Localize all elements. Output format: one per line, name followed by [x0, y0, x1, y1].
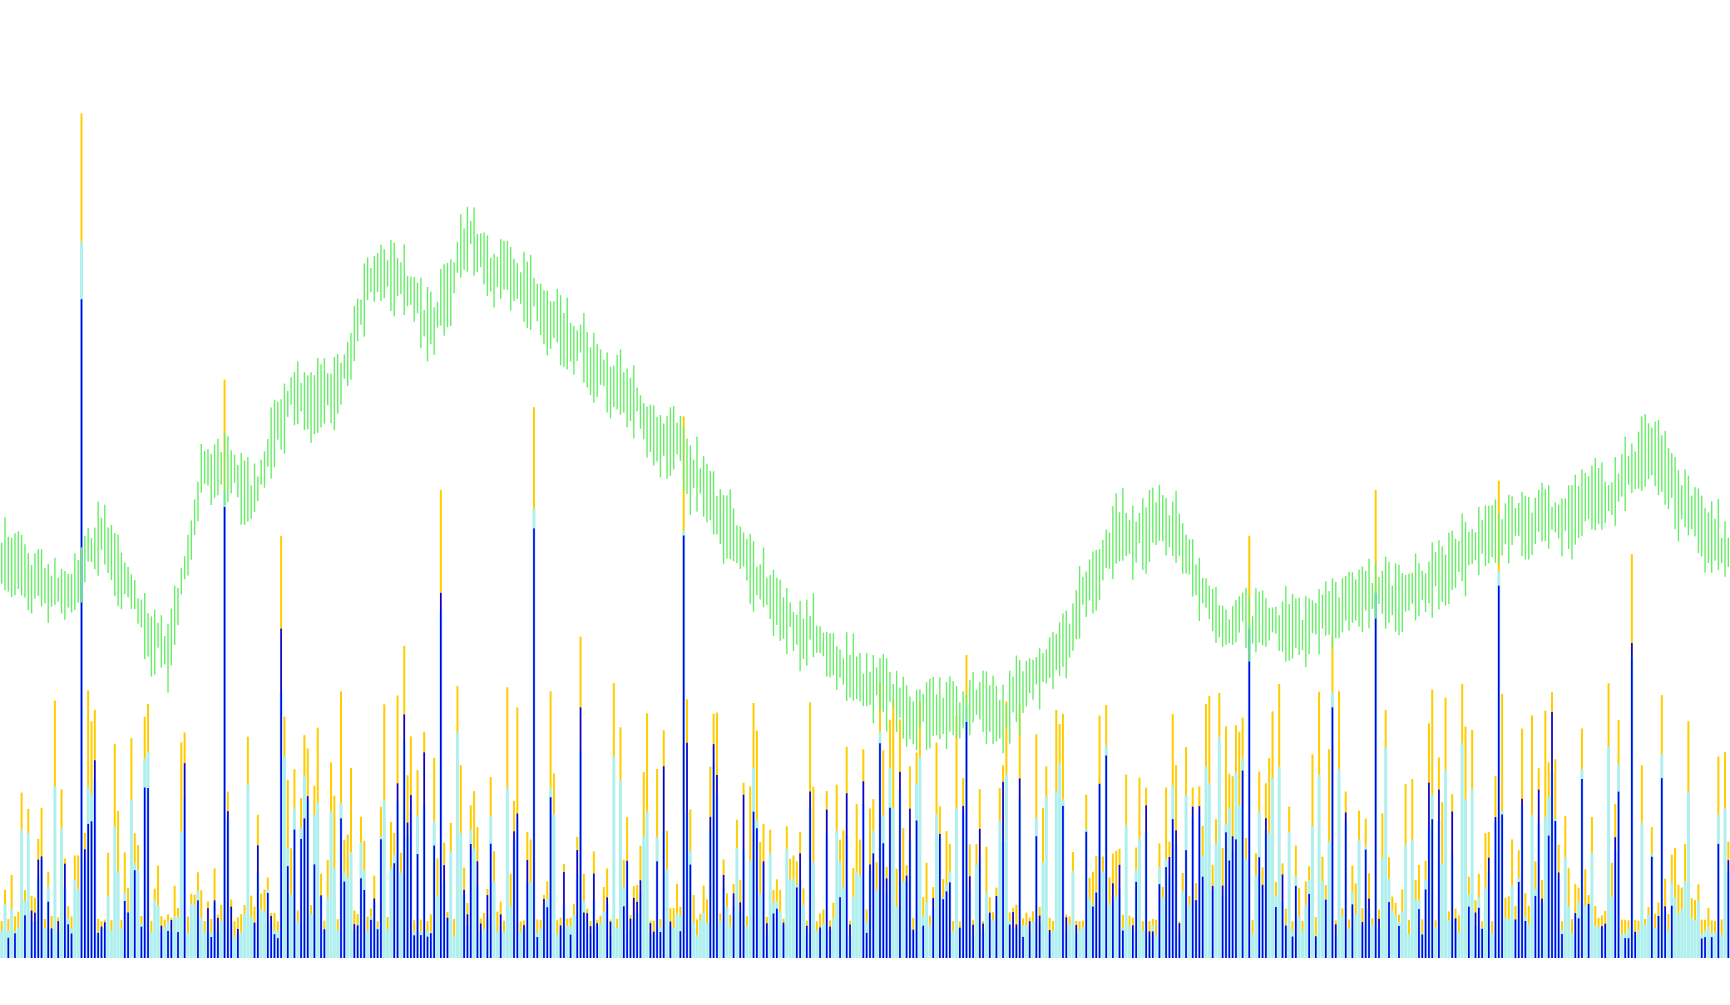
volume-bars	[0, 113, 1730, 958]
price-bars	[0, 206, 1730, 754]
